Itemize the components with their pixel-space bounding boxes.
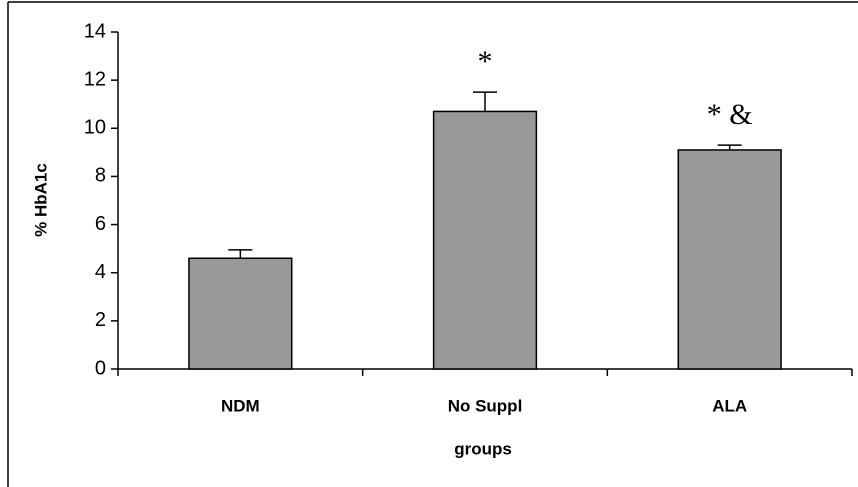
y-tick-label: 6 <box>95 213 106 235</box>
annotation: * <box>478 45 493 78</box>
bar <box>188 257 293 370</box>
y-tick-label: 14 <box>84 20 106 42</box>
x-tick-label: ALA <box>712 396 747 415</box>
y-axis-label: % HbA1c <box>31 163 50 237</box>
y-tick-label: 8 <box>95 165 106 187</box>
bar <box>677 149 782 370</box>
bar <box>432 110 538 370</box>
y-tick-label: 4 <box>95 261 106 283</box>
x-tick-label: NDM <box>221 396 260 415</box>
error-bar <box>717 144 742 150</box>
error-bar <box>473 91 497 112</box>
x-axis-label: groups <box>454 439 512 458</box>
y-tick-label: 2 <box>95 309 106 331</box>
error-bar <box>228 249 253 259</box>
y-tick-label: 0 <box>95 357 106 379</box>
x-tick-label: No Suppl <box>448 396 523 415</box>
y-tick-label: 10 <box>84 117 106 139</box>
annotation: * & <box>707 98 753 131</box>
y-tick-label: 12 <box>84 68 106 90</box>
